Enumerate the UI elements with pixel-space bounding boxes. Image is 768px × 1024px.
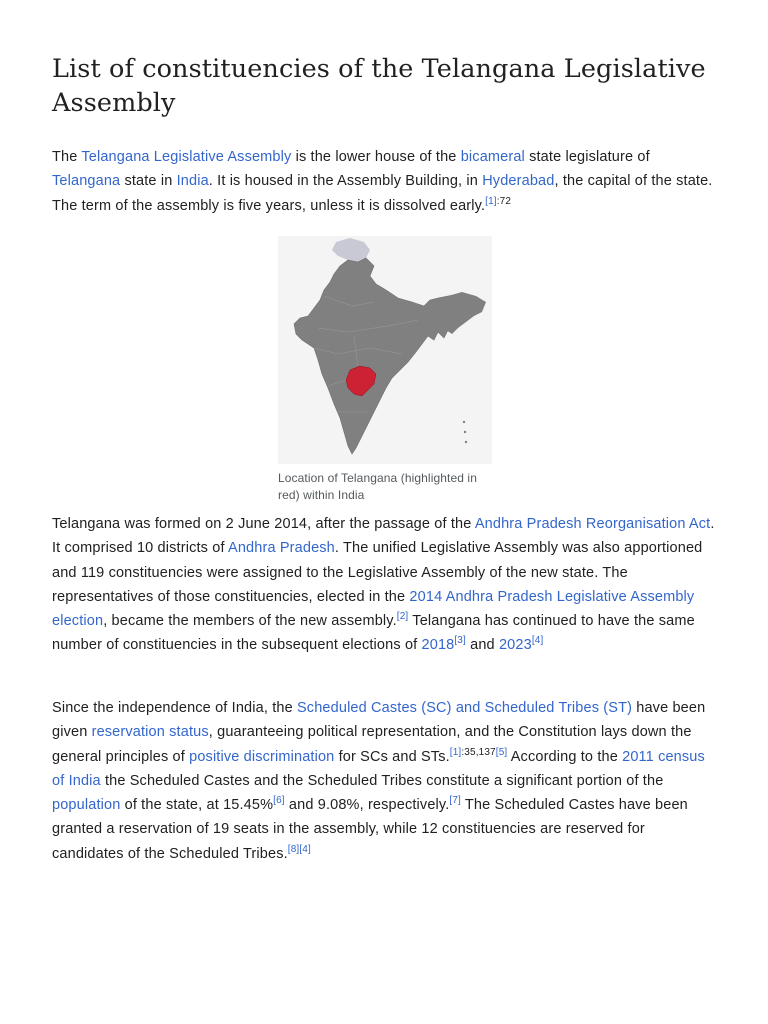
intro-paragraph: The Telangana Legislative Assembly is th…	[52, 145, 716, 218]
article: List of constituencies of the Telangana …	[52, 0, 716, 862]
link-hyderabad[interactable]: Hyderabad	[482, 173, 555, 190]
text: , guaranteeing political representation,…	[52, 724, 692, 765]
citation-link-7[interactable]: [7]	[449, 795, 461, 807]
text: the Scheduled Castes and the Scheduled T…	[100, 772, 664, 789]
link-2018[interactable]: 2018	[421, 637, 455, 654]
telangana-highlight	[345, 365, 377, 397]
text: state in	[120, 173, 177, 190]
citation-link-1b[interactable]: [1]	[449, 746, 462, 758]
citation: [6]	[273, 795, 285, 806]
citation-link-4[interactable]: [4]	[531, 635, 544, 647]
text: have been given	[52, 700, 706, 741]
link-reservation-status[interactable]: reservation status	[91, 724, 209, 741]
text: According to the	[507, 748, 623, 765]
citation: [3]	[454, 636, 466, 647]
citation: [1]:35,137[5]	[450, 747, 508, 758]
link-population[interactable]: population	[52, 797, 121, 814]
citation-page: :72	[496, 195, 512, 207]
citation: [7]	[449, 795, 461, 806]
link-andhra-pradesh[interactable]: Andhra Pradesh	[228, 540, 335, 557]
citation: [2]	[397, 611, 409, 622]
link-2011-census[interactable]: 2011 census of India	[52, 748, 705, 789]
text: The	[52, 149, 82, 165]
link-sc-st[interactable]: Scheduled Castes (SC) and Scheduled Trib…	[296, 700, 633, 716]
formation-paragraph: Telangana was formed on 2 June 2014, aft…	[52, 512, 716, 658]
map-caption: Location of Telangana (highlighted in re…	[278, 471, 477, 502]
text: Telangana has continued to have the same…	[52, 613, 695, 654]
link-telangana[interactable]: Telangana	[52, 173, 121, 190]
text: . It comprised 10 districts of	[52, 516, 715, 557]
text: . It is housed in the Assembly Building,…	[208, 173, 483, 190]
link-andhra-pradesh-reorganisation-act[interactable]: Andhra Pradesh Reorganisation Act	[474, 516, 711, 532]
india-mainland-shape	[293, 257, 475, 455]
map-figure: Location of Telangana (highlighted in re…	[278, 236, 492, 504]
citation-link-4b[interactable]: [4]	[299, 843, 311, 855]
text: Telangana was formed on 2 June 2014, aft…	[52, 516, 475, 532]
citation-link-3[interactable]: [3]	[454, 635, 466, 647]
india-map-image[interactable]	[278, 236, 492, 464]
northeast-shape	[446, 292, 486, 334]
text: Since the independence of India, the	[52, 700, 297, 716]
link-2014-election[interactable]: 2014 Andhra Pradesh Legislative Assembly…	[52, 588, 695, 630]
text: , became the members of the new assembly…	[103, 613, 397, 630]
citation-page: :35,137	[461, 746, 496, 758]
citation-link-8[interactable]: [8]	[287, 843, 300, 855]
link-telangana-legislative-assembly[interactable]: Telangana Legislative Assembly	[81, 149, 292, 165]
northern-region-shape	[332, 238, 370, 262]
text: of the state, at 15.45%	[120, 797, 274, 814]
citation: [8][4]	[288, 844, 311, 855]
citation: [1]:72	[485, 196, 511, 207]
citation-link-5[interactable]: [5]	[495, 746, 508, 758]
page-title: List of constituencies of the Telangana …	[52, 54, 706, 118]
text: The Scheduled Castes have been granted a…	[52, 797, 688, 862]
text: is the lower house of the	[291, 149, 461, 165]
link-bicameral[interactable]: bicameral	[460, 149, 525, 165]
text: state legislature of	[524, 149, 650, 165]
text: , the capital of the state. The term of …	[52, 173, 713, 214]
link-positive-discrimination[interactable]: positive discrimination	[189, 748, 335, 765]
text: and 9.08%, respectively.	[284, 797, 450, 814]
citation-link-1[interactable]: [1]	[485, 195, 497, 207]
text: . The unified Legislative Assembly was a…	[52, 540, 703, 605]
reservation-paragraph: Since the independence of India, the Sch…	[52, 696, 716, 866]
citation-link-6[interactable]: [6]	[273, 795, 285, 807]
link-2023[interactable]: 2023	[498, 637, 532, 654]
citation-link-2[interactable]: [2]	[396, 611, 409, 623]
citation: [4]	[532, 636, 544, 647]
text: for SCs and STs.	[334, 748, 450, 765]
link-india[interactable]: India	[176, 173, 209, 190]
text: and	[465, 637, 499, 654]
